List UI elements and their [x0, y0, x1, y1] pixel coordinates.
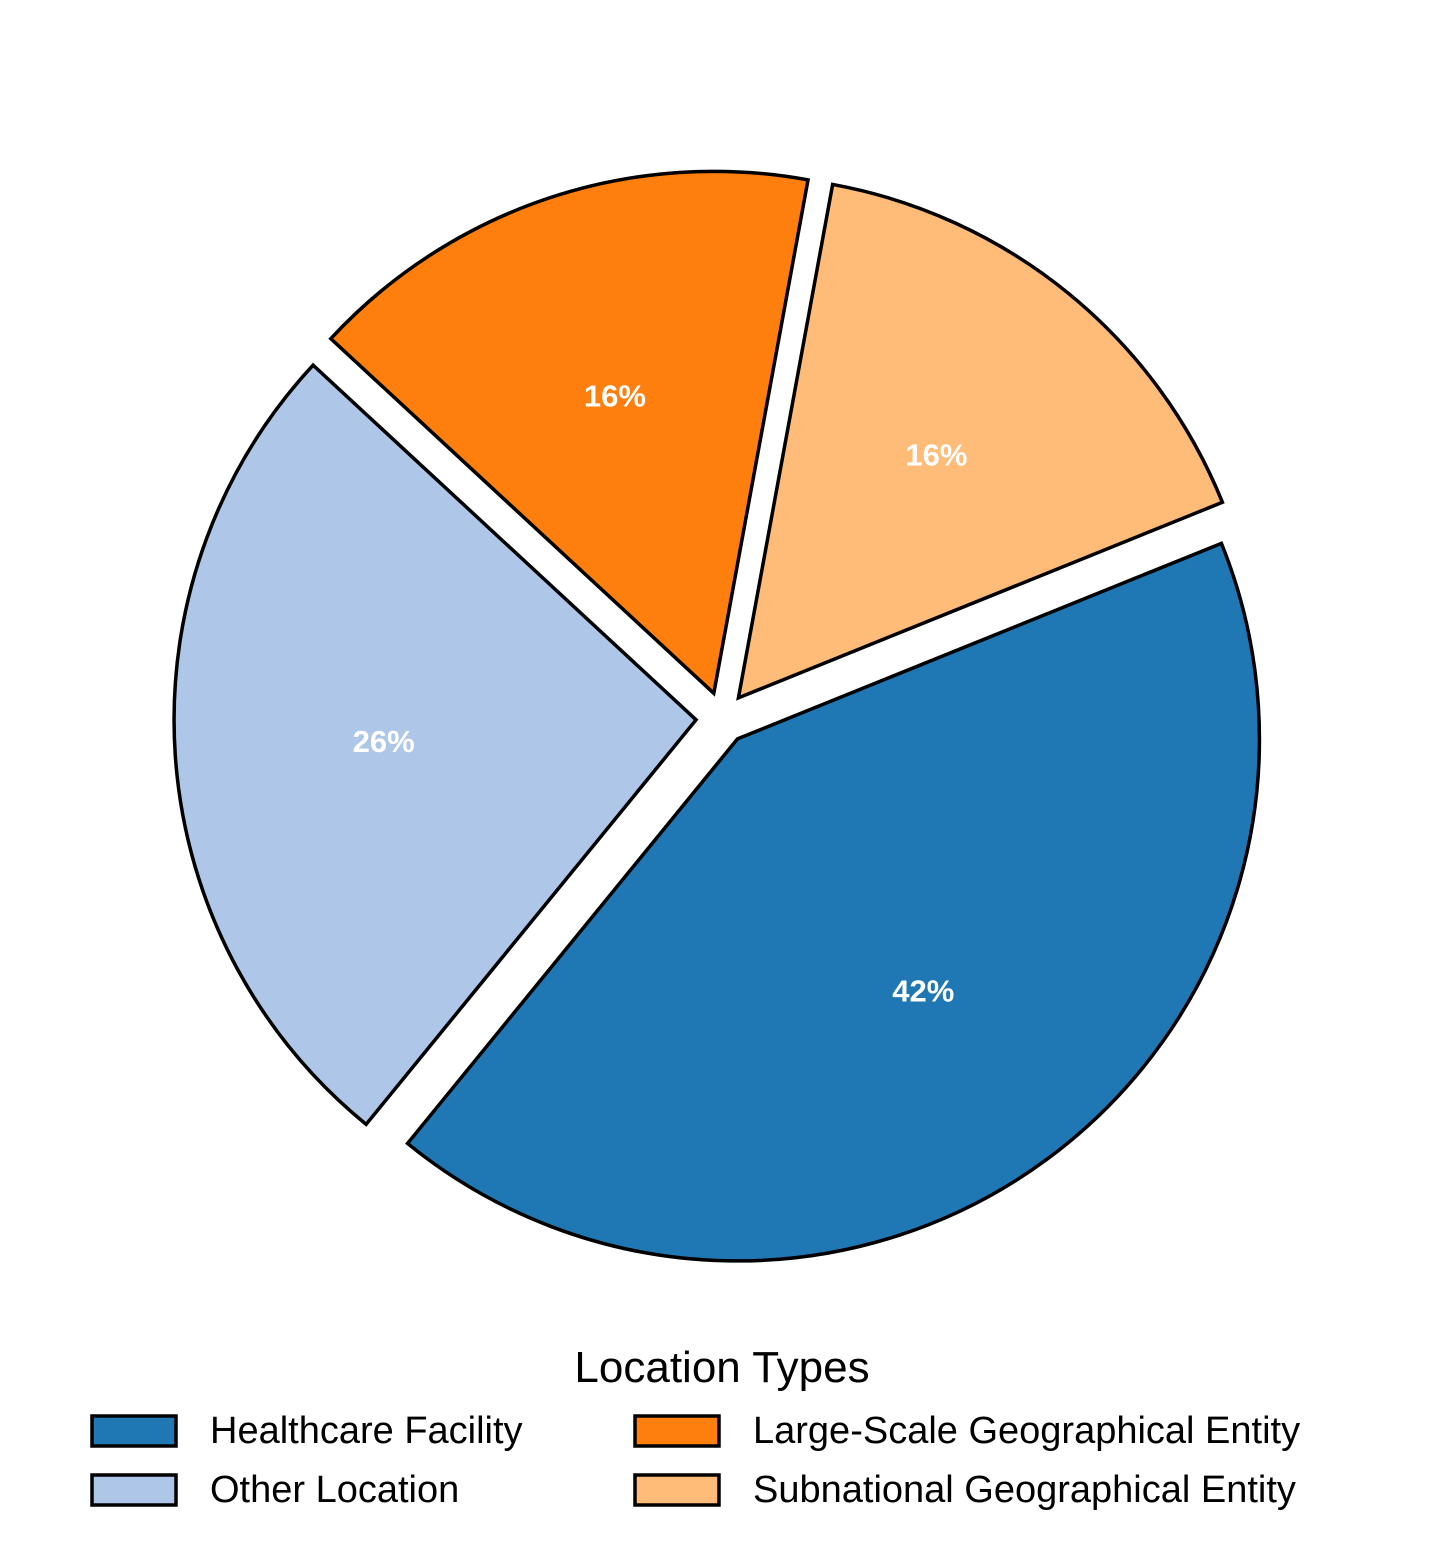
pie-slice-subnational-geographical-entity: [736, 182, 1225, 701]
legend-label-other-location: Other Location: [210, 1469, 459, 1511]
legend: Location Types Healthcare Facility Other …: [90, 1343, 1300, 1511]
pie-slice-other-location: [172, 362, 699, 1127]
slice-label-other-location: 26%: [353, 724, 415, 759]
pie-slice-healthcare-facility: [405, 541, 1262, 1263]
legend-item-healthcare-facility: Healthcare Facility: [90, 1410, 523, 1452]
legend-swatch-large-scale-geographical-entity: [633, 1414, 721, 1448]
legend-item-subnational-geographical-entity: Subnational Geographical Entity: [633, 1469, 1296, 1511]
legend-label-subnational-geographical-entity: Subnational Geographical Entity: [753, 1469, 1296, 1511]
slice-label-large-scale-geographical-entity: 16%: [584, 379, 646, 414]
legend-label-healthcare-facility: Healthcare Facility: [210, 1410, 523, 1452]
legend-swatch-other-location: [90, 1473, 178, 1507]
legend-swatch-healthcare-facility: [90, 1414, 178, 1448]
slice-label-subnational-geographical-entity: 16%: [905, 438, 967, 473]
pie-slice-large-scale-geographical-entity: [328, 169, 811, 697]
legend-label-large-scale-geographical-entity: Large-Scale Geographical Entity: [753, 1410, 1300, 1452]
legend-swatch-subnational-geographical-entity: [633, 1473, 721, 1507]
legend-title: Location Types: [574, 1343, 869, 1392]
legend-item-large-scale-geographical-entity: Large-Scale Geographical Entity: [633, 1410, 1300, 1452]
slices-layer: [172, 169, 1262, 1263]
labels-layer: 42% 26% 16% 16%: [353, 379, 968, 1009]
slice-label-healthcare-facility: 42%: [892, 974, 954, 1009]
legend-item-other-location: Other Location: [90, 1469, 459, 1511]
